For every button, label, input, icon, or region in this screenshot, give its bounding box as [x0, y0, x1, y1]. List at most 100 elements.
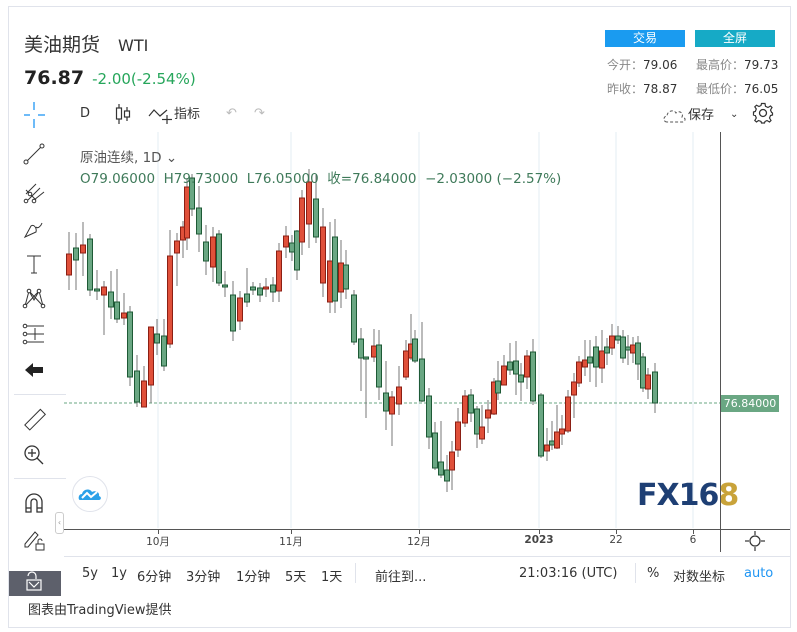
chart-legend-ohlc: O79.06000 H79.73000 L76.05000 收=76.84000…	[80, 171, 562, 187]
divider	[14, 478, 66, 479]
chart-legend-title[interactable]: 原油连续, 1D ⌄	[80, 150, 178, 166]
candle	[571, 381, 577, 396]
brush-icon[interactable]	[20, 214, 48, 242]
candle	[630, 344, 636, 354]
candle	[148, 326, 154, 386]
time-axis[interactable]: 10月 11月 12月 2023 22 6	[64, 529, 790, 553]
zoom-in-icon[interactable]	[20, 441, 48, 469]
candle	[513, 360, 519, 375]
candle	[338, 262, 344, 293]
candle	[474, 408, 480, 435]
range-1d[interactable]: 1天	[321, 570, 343, 585]
range-1y[interactable]: 1y	[111, 566, 127, 581]
price-row: 76.87 -2.00(-2.54%)	[24, 67, 196, 89]
candle	[376, 344, 382, 388]
auto-scale-toggle[interactable]: auto	[744, 566, 774, 581]
candle	[444, 469, 450, 482]
candle	[184, 186, 190, 239]
candle	[604, 346, 610, 354]
candle	[593, 346, 599, 368]
candle	[127, 311, 133, 378]
candle	[620, 336, 626, 359]
candle	[419, 358, 425, 402]
candle	[530, 351, 536, 402]
candle	[263, 286, 269, 290]
tick-mark	[291, 530, 292, 534]
candle	[491, 381, 497, 415]
pitchfork-icon[interactable]	[20, 178, 48, 206]
pattern-icon[interactable]	[20, 284, 48, 312]
instrument-title: 美油期货 WTI	[24, 30, 148, 57]
candle	[101, 286, 107, 296]
instrument-name: 美油期货	[24, 34, 101, 56]
price-chart[interactable]	[64, 132, 720, 528]
candle	[576, 361, 582, 384]
indicators-button[interactable]: 指标	[148, 103, 200, 124]
tick-mark	[616, 530, 617, 534]
candle	[635, 342, 641, 365]
crosshair-icon[interactable]	[22, 102, 46, 132]
candle	[438, 461, 444, 476]
text-icon[interactable]	[20, 250, 48, 278]
measure-projection-icon[interactable]	[20, 320, 48, 348]
goto-date-button[interactable]: 前往到...	[375, 570, 427, 585]
candle	[161, 335, 167, 367]
magnet-icon[interactable]	[20, 490, 48, 518]
candle	[549, 440, 555, 446]
candle	[625, 346, 631, 351]
chart-settings-icon[interactable]	[744, 530, 766, 556]
candle	[332, 236, 338, 302]
candle	[351, 294, 357, 343]
undo-icon[interactable]: ↶	[226, 106, 237, 121]
range-5y[interactable]: 5y	[82, 566, 98, 581]
candle	[276, 250, 282, 292]
hide-drawings-button[interactable]	[9, 571, 61, 596]
candle	[640, 356, 646, 389]
range-3min[interactable]: 3分钟	[186, 570, 221, 585]
candle	[306, 181, 312, 225]
price-axis[interactable]	[720, 132, 790, 552]
candle	[403, 350, 409, 378]
percent-scale-toggle[interactable]: %	[647, 566, 660, 581]
ruler-icon[interactable]	[20, 406, 48, 434]
range-1min[interactable]: 1分钟	[236, 570, 271, 585]
save-button[interactable]: 保存	[662, 104, 714, 125]
tradingview-logo-button[interactable]	[72, 476, 108, 512]
back-arrow-icon[interactable]	[20, 356, 48, 384]
range-6min[interactable]: 6分钟	[137, 570, 172, 585]
chevron-down-icon[interactable]: ⌄	[730, 109, 739, 120]
candle	[599, 350, 605, 369]
interval-button[interactable]: D	[80, 106, 91, 121]
candle	[134, 370, 140, 403]
collapse-toolbar-button[interactable]: ‹	[55, 512, 64, 534]
divider	[635, 563, 636, 583]
bottom-toolbar: 5y 1y 6分钟 3分钟 1分钟 5天 1天 前往到... 21:03:16 …	[64, 556, 790, 588]
fullscreen-button[interactable]: 全屏	[695, 30, 775, 47]
candlestick-plot	[64, 132, 720, 528]
trade-button[interactable]: 交易	[605, 30, 685, 47]
candle	[426, 395, 432, 438]
candle	[230, 294, 236, 332]
candle	[320, 226, 326, 284]
candle	[554, 431, 560, 449]
gear-icon[interactable]	[752, 102, 774, 128]
candle	[283, 235, 289, 248]
range-5d[interactable]: 5天	[285, 570, 307, 585]
candle	[559, 428, 565, 435]
redo-icon[interactable]: ↷	[254, 106, 265, 121]
last-price: 76.87	[24, 67, 85, 89]
fx168-watermark: FX168	[637, 478, 739, 513]
time-tick-label: 11月	[279, 536, 303, 548]
candle	[396, 386, 402, 405]
candle	[189, 177, 195, 210]
candle	[538, 394, 544, 457]
lock-drawing-icon[interactable]	[20, 526, 48, 554]
log-scale-toggle[interactable]: 对数坐标	[673, 570, 726, 585]
stat-open: 今开：79.06	[607, 58, 678, 72]
cloud-icon	[663, 109, 686, 122]
candle	[609, 335, 615, 349]
trend-line-icon[interactable]	[20, 140, 48, 168]
candles-icon[interactable]	[114, 104, 132, 128]
tick-mark	[419, 530, 420, 534]
utc-clock[interactable]: 21:03:16 (UTC)	[519, 566, 618, 581]
